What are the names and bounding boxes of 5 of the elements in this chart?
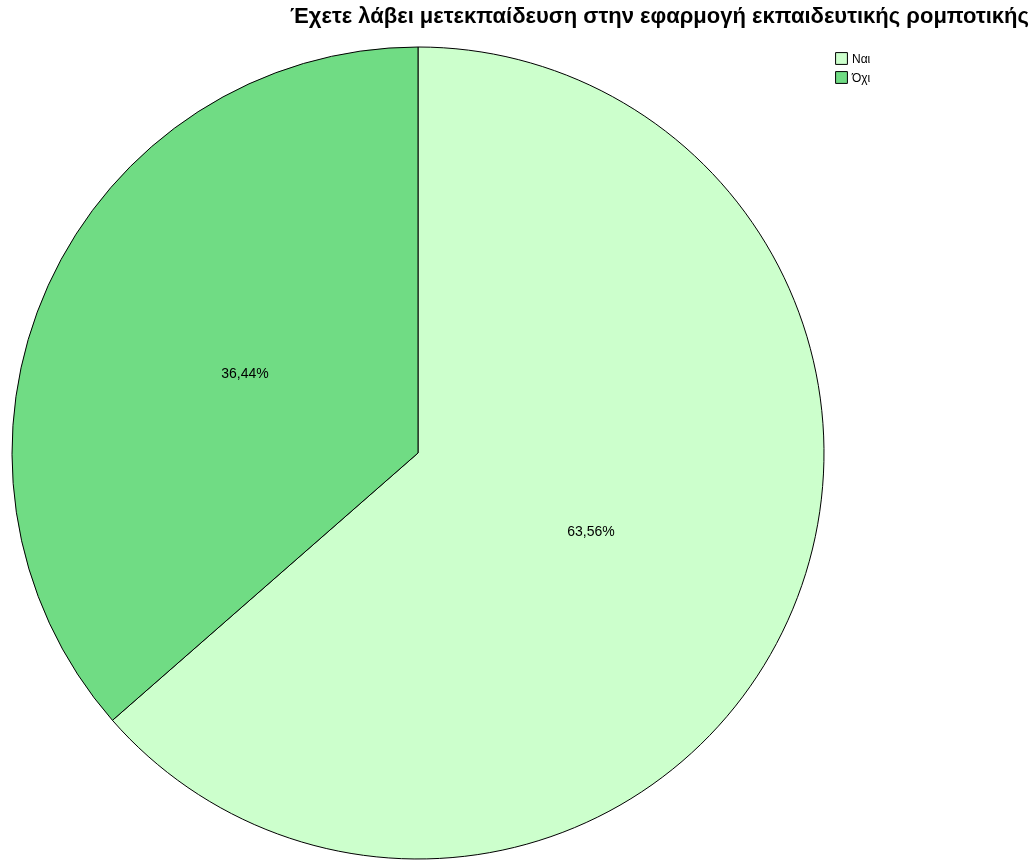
legend-label: Όχι [851, 70, 871, 85]
legend-label: Ναι [852, 51, 871, 66]
chart-title: Έχετε λάβει μετεκπαίδευση στην εφαρμογή εκπαιδευτικής ρομποτικής [290, 3, 1029, 28]
data-label: 36,44% [221, 365, 269, 382]
data-label: 63,56% [567, 522, 615, 539]
